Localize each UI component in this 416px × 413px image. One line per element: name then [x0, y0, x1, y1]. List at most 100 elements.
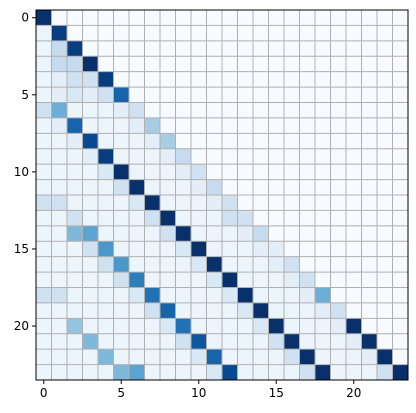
heatmap-cell — [253, 287, 269, 304]
heatmap-cell — [237, 256, 254, 273]
heatmap-cell — [299, 256, 316, 273]
heatmap-cell — [315, 40, 331, 57]
heatmap-cell — [98, 148, 114, 165]
heatmap-cell — [129, 133, 145, 150]
heatmap-cell — [253, 10, 269, 26]
heatmap-cell — [144, 25, 161, 42]
heatmap-cell — [36, 272, 52, 288]
heatmap-cell — [361, 241, 378, 257]
heatmap-cell — [377, 164, 393, 180]
heatmap-cell — [160, 272, 176, 288]
heatmap-cell — [82, 225, 99, 242]
heatmap-cell — [377, 71, 393, 88]
heatmap-cell — [67, 287, 83, 304]
heatmap-cell — [268, 10, 285, 26]
heatmap-cell — [377, 179, 393, 196]
heatmap-cell — [299, 25, 316, 42]
heatmap-cell — [330, 333, 347, 350]
y-axis-ticks: 0 5 10 15 20 — [14, 11, 36, 333]
heatmap-cell — [253, 25, 269, 42]
heatmap-cell — [160, 349, 176, 365]
heatmap-cell — [129, 318, 145, 335]
heatmap-cell — [315, 287, 331, 304]
heatmap-cell — [160, 40, 176, 57]
heatmap-cell — [160, 117, 176, 134]
heatmap-cell — [392, 10, 409, 26]
heatmap-cell — [144, 71, 161, 88]
heatmap-cell — [315, 318, 331, 335]
heatmap-cell — [98, 272, 114, 288]
heatmap-cell — [315, 195, 331, 211]
heatmap-cell — [392, 148, 409, 165]
heatmap-cell — [284, 56, 300, 72]
heatmap-cell — [361, 333, 378, 350]
heatmap-cell — [175, 195, 192, 211]
heatmap-cell — [160, 71, 176, 88]
heatmap-cell — [144, 287, 161, 304]
heatmap-cell — [51, 318, 68, 335]
heatmap-cell — [377, 56, 393, 72]
heatmap-cell — [36, 333, 52, 350]
heatmap-cell — [113, 195, 130, 211]
heatmap-cell — [346, 195, 362, 211]
heatmap-cell — [284, 272, 300, 288]
heatmap-cell — [377, 10, 393, 26]
heatmap-cell — [206, 210, 223, 227]
heatmap-cell — [237, 302, 254, 319]
heatmap-cell — [268, 364, 285, 381]
heatmap-cell — [268, 71, 285, 88]
heatmap-cell — [67, 71, 83, 88]
heatmap-cell — [222, 133, 238, 150]
heatmap-cell — [392, 87, 409, 103]
heatmap-cell — [175, 56, 192, 72]
heatmap-cell — [346, 333, 362, 350]
heatmap-cell — [299, 195, 316, 211]
heatmap-cell — [175, 256, 192, 273]
heatmap-cell — [36, 102, 52, 119]
heatmap-cell — [67, 25, 83, 42]
heatmap-cell — [284, 287, 300, 304]
heatmap-cell — [113, 287, 130, 304]
heatmap-cell — [36, 164, 52, 180]
heatmap-cell — [191, 117, 207, 134]
heatmap-cell — [144, 256, 161, 273]
heatmap-cell — [253, 364, 269, 381]
heatmap-cell — [67, 179, 83, 196]
heatmap-cell — [160, 318, 176, 335]
heatmap-cell — [144, 364, 161, 381]
heatmap-cell — [253, 210, 269, 227]
heatmap-cell — [377, 241, 393, 257]
heatmap-cell — [268, 195, 285, 211]
heatmap-cell — [299, 40, 316, 57]
heatmap-cell — [191, 56, 207, 72]
heatmap-cell — [175, 349, 192, 365]
heatmap-cell — [160, 87, 176, 103]
heatmap-cell — [82, 210, 99, 227]
heatmap-cell — [160, 148, 176, 165]
heatmap-cell — [129, 241, 145, 257]
heatmap-cell — [113, 117, 130, 134]
heatmap-cell — [160, 56, 176, 72]
heatmap-cell — [330, 195, 347, 211]
heatmap-cell — [144, 56, 161, 72]
heatmap-cell — [268, 148, 285, 165]
heatmap-cell — [315, 164, 331, 180]
heatmap-cell — [237, 287, 254, 304]
heatmap-cell — [191, 148, 207, 165]
heatmap-cell — [36, 225, 52, 242]
heatmap-cell — [377, 364, 393, 381]
heatmap-cell — [253, 87, 269, 103]
heatmap-cell — [175, 333, 192, 350]
heatmap-cell — [315, 364, 331, 381]
heatmap-cell — [361, 302, 378, 319]
heatmap-cell — [299, 241, 316, 257]
heatmap-cell — [129, 25, 145, 42]
heatmap-cell — [51, 210, 68, 227]
heatmap-cell — [51, 179, 68, 196]
plot-frame — [35, 9, 409, 381]
heatmap-cell — [191, 25, 207, 42]
grid-lines — [35, 9, 409, 381]
heatmap-cell — [377, 210, 393, 227]
heatmap-cell — [160, 25, 176, 42]
